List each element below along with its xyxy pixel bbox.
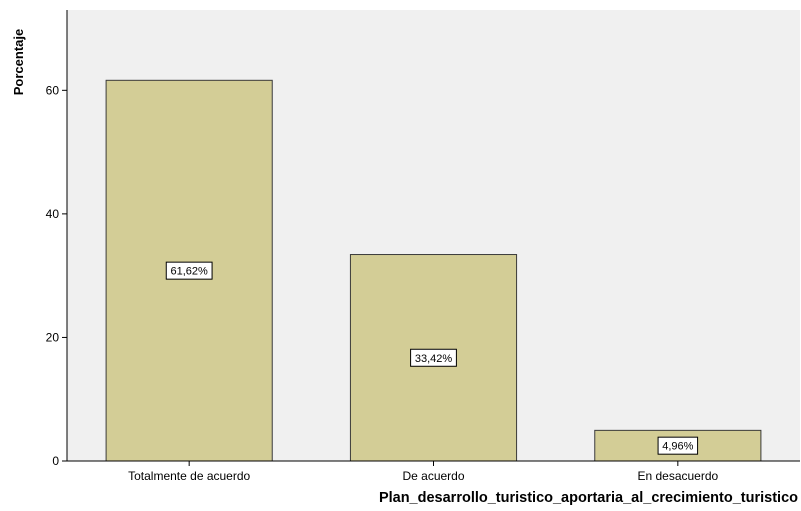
y-tick-label: 40: [46, 207, 60, 221]
y-tick-label: 0: [52, 454, 59, 468]
x-tick-label: Totalmente de acuerdo: [128, 469, 250, 483]
data-label: 33,42%: [415, 353, 453, 365]
data-label: 61,62%: [171, 266, 209, 278]
data-label-box: [410, 348, 457, 367]
y-tick-label: 60: [46, 83, 60, 97]
data-labels-group: 61,62% 33,42% 4,96%: [165, 261, 699, 455]
data-label: 4,96%: [662, 441, 693, 453]
x-ticks-group: Totalmente de acuerdo De acuerdo En desacu…: [128, 461, 719, 483]
x-tick-label: En desacuerdo: [637, 469, 718, 483]
y-axis-title: Porcentaje: [11, 29, 26, 95]
data-label-box: [165, 261, 213, 280]
x-axis-title: Plan_desarrollo_turistico_aportaria_al_c…: [379, 490, 798, 506]
y-tick-label: 20: [46, 330, 60, 344]
data-label-box: [657, 436, 699, 455]
y-ticks-group: 0 20 40 60: [46, 83, 67, 468]
x-tick-label: De acuerdo: [402, 469, 464, 483]
